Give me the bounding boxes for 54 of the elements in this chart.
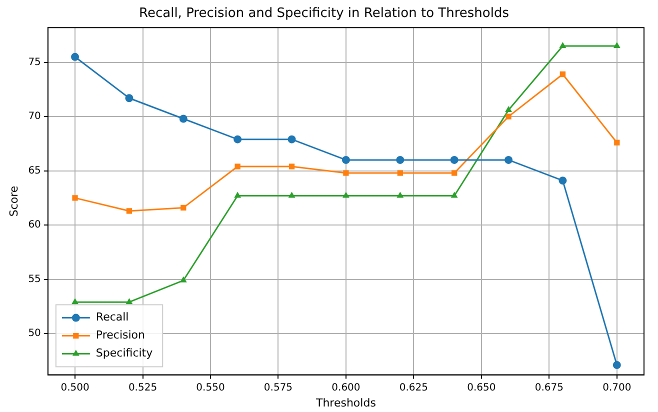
point xyxy=(450,192,458,198)
x-tick-label: 0.600 xyxy=(332,382,360,394)
point xyxy=(342,192,350,198)
x-tick-label: 0.575 xyxy=(264,382,293,394)
x-tick-label: 0.500 xyxy=(60,382,90,394)
x-tick-label: 0.625 xyxy=(399,382,428,394)
y-tick-label: 60 xyxy=(28,220,41,231)
y-tick-label: 75 xyxy=(28,56,41,68)
point xyxy=(72,298,78,304)
point xyxy=(558,176,567,185)
y-tick-label: 65 xyxy=(28,165,41,176)
point xyxy=(234,164,240,170)
x-tick-label: 0.700 xyxy=(602,382,632,394)
point xyxy=(288,192,296,198)
point xyxy=(614,140,620,146)
y-tick-label: 70 xyxy=(28,111,41,122)
x-tick-label: 0.550 xyxy=(196,382,225,394)
y-tick-label: 55 xyxy=(28,274,41,285)
point xyxy=(72,195,78,201)
point xyxy=(506,114,512,120)
x-tick-label: 0.650 xyxy=(467,382,496,394)
point xyxy=(288,135,296,144)
y-tick-label: 50 xyxy=(28,328,41,340)
point xyxy=(125,94,134,102)
legend-label: Recall xyxy=(96,310,129,324)
point xyxy=(505,106,512,112)
point xyxy=(179,114,188,123)
point xyxy=(180,276,187,282)
point xyxy=(396,156,404,164)
point xyxy=(342,156,350,164)
x-axis-title: Thresholds xyxy=(314,396,376,410)
point xyxy=(71,52,80,61)
point xyxy=(612,361,621,370)
point xyxy=(396,192,404,198)
y-axis-title: Score xyxy=(7,186,20,217)
point xyxy=(180,204,186,211)
point xyxy=(559,42,566,48)
point xyxy=(450,156,458,164)
legend-label: Precision xyxy=(96,328,146,342)
point xyxy=(234,192,242,198)
point xyxy=(504,156,513,164)
point xyxy=(452,170,458,176)
x-tick-label: 0.675 xyxy=(534,382,564,394)
point xyxy=(343,170,349,176)
legend-label: Specificity xyxy=(96,346,154,360)
point xyxy=(234,135,242,144)
point xyxy=(126,298,133,304)
point xyxy=(126,208,132,214)
point xyxy=(397,170,403,176)
point xyxy=(560,71,566,78)
chart-title: Recall, Precision and Specificity in Relation to Thresholds xyxy=(139,6,510,22)
point xyxy=(288,164,295,170)
point xyxy=(613,42,620,48)
x-tick-label: 0.525 xyxy=(128,382,158,394)
